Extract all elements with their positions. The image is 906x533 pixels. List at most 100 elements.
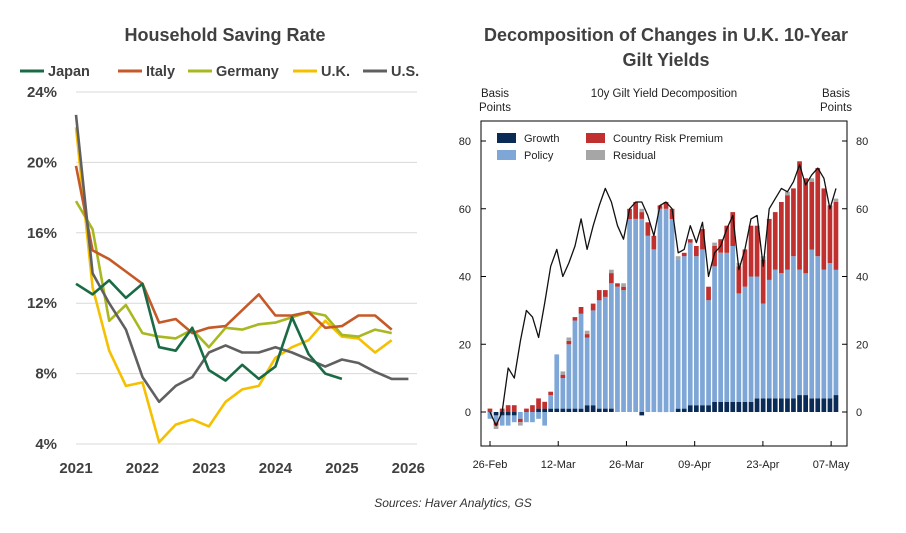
legend-swatch (586, 150, 605, 160)
line-u-k (74, 127, 393, 444)
bar-growth (815, 398, 821, 412)
left-x-tick-label: 2021 (59, 460, 92, 477)
bar-country-risk-premium (621, 286, 626, 291)
bar-growth (687, 405, 693, 412)
bar-country-risk-premium (639, 212, 645, 219)
bar-country-risk-premium (615, 283, 620, 287)
bar-policy (639, 218, 645, 412)
legend-swatch (497, 133, 516, 143)
legend-label: Germany (216, 64, 279, 80)
bar-residual (621, 283, 626, 287)
bar-policy (754, 276, 760, 399)
bar-policy (560, 378, 566, 409)
bar-growth (675, 408, 681, 412)
bar-policy (803, 273, 808, 395)
bar-growth (785, 398, 790, 412)
bar-country-risk-premium (487, 408, 493, 412)
legend-label: Japan (48, 64, 90, 80)
bar-growth (760, 398, 766, 412)
legend-item-japan: Japan (20, 64, 90, 80)
bar-policy (627, 218, 632, 412)
bar-policy (694, 256, 699, 406)
bar-country-risk-premium (772, 212, 778, 270)
bar-country-risk-premium (687, 239, 693, 243)
bar-growth (742, 401, 748, 412)
bar-country-risk-premium (566, 340, 572, 345)
legend-label: Italy (146, 64, 175, 80)
bar-residual (760, 256, 766, 260)
right-right-tick-label: 0 (856, 407, 862, 419)
bar-residual (518, 422, 523, 426)
bar-growth (724, 401, 730, 412)
bar-country-risk-premium (748, 225, 754, 277)
bar-growth (596, 408, 602, 412)
bar-policy (645, 235, 651, 412)
right-x-tick-label: 23-Apr (746, 459, 779, 471)
bar-country-risk-premium (779, 202, 784, 274)
bar-policy (609, 283, 614, 409)
bar-country-risk-premium (669, 208, 675, 219)
line-u-s (74, 114, 409, 404)
bar-policy (493, 415, 499, 423)
bar-residual (675, 256, 681, 260)
bar-country-risk-premium (706, 286, 711, 301)
bar-growth (706, 405, 711, 412)
legend-label: U.S. (391, 64, 419, 80)
left-y-tick-label: 4% (35, 436, 57, 453)
bar-country-risk-premium (821, 188, 827, 270)
bar-country-risk-premium (712, 246, 717, 267)
bar-policy (748, 276, 754, 402)
bar-policy (511, 415, 517, 423)
bar-policy (760, 303, 766, 399)
bar-growth (499, 412, 505, 416)
bar-policy (669, 218, 675, 412)
bar-policy (596, 300, 602, 409)
bar-country-risk-premium (493, 422, 499, 426)
right-left-tick-label: 80 (459, 136, 471, 148)
bar-residual (560, 371, 566, 375)
bar-growth (536, 408, 541, 412)
bar-country-risk-premium (578, 307, 584, 314)
bar-country-risk-premium (760, 259, 766, 304)
bar-policy (827, 262, 833, 399)
bar-policy (724, 252, 730, 402)
bar-growth (566, 408, 572, 412)
bar-policy (621, 290, 626, 412)
left-x-tick-labels: 2021 2022 2023 2024 2025 2026 (59, 460, 425, 477)
bar-country-risk-premium (730, 212, 736, 246)
bar-country-risk-premium (590, 303, 596, 311)
bar-growth (809, 398, 815, 412)
bar-country-risk-premium (596, 290, 602, 301)
bar-policy (590, 310, 596, 406)
left-y-tick-label: 12% (27, 295, 57, 312)
bar-growth (827, 398, 833, 412)
bar-growth (700, 405, 705, 412)
bar-residual (785, 191, 790, 196)
right-right-axis-label-line1: Basis (822, 88, 850, 100)
bar-policy (736, 293, 742, 402)
left-x-tick-label: 2022 (126, 460, 159, 477)
bar-policy (779, 273, 784, 399)
left-y-tick-label: 16% (27, 225, 57, 242)
bar-growth (736, 401, 742, 412)
line-italy (74, 165, 393, 335)
legend-item-italy: Italy (118, 64, 175, 80)
bar-policy (706, 300, 711, 406)
bar-residual (833, 198, 839, 202)
bar-country-risk-premium (511, 405, 517, 412)
bar-country-risk-premium (645, 222, 651, 236)
bar-policy (657, 208, 663, 413)
legend-label: Residual (613, 150, 656, 162)
bar-growth (754, 398, 760, 412)
right-right-tick-label: 20 (856, 339, 868, 351)
bar-country-risk-premium (815, 168, 821, 257)
bar-growth (584, 405, 590, 412)
bar-policy (681, 256, 687, 409)
bar-policy (785, 269, 790, 399)
bar-growth (779, 398, 784, 412)
right-axes: 0 0 20 20 40 40 60 60 80 80 26-Feb 12-Mar 26-Mar 09-A… (459, 136, 869, 471)
bar-growth (821, 398, 827, 412)
right-left-axis-label-line1: Basis (481, 88, 509, 100)
bar-residual (493, 425, 499, 429)
